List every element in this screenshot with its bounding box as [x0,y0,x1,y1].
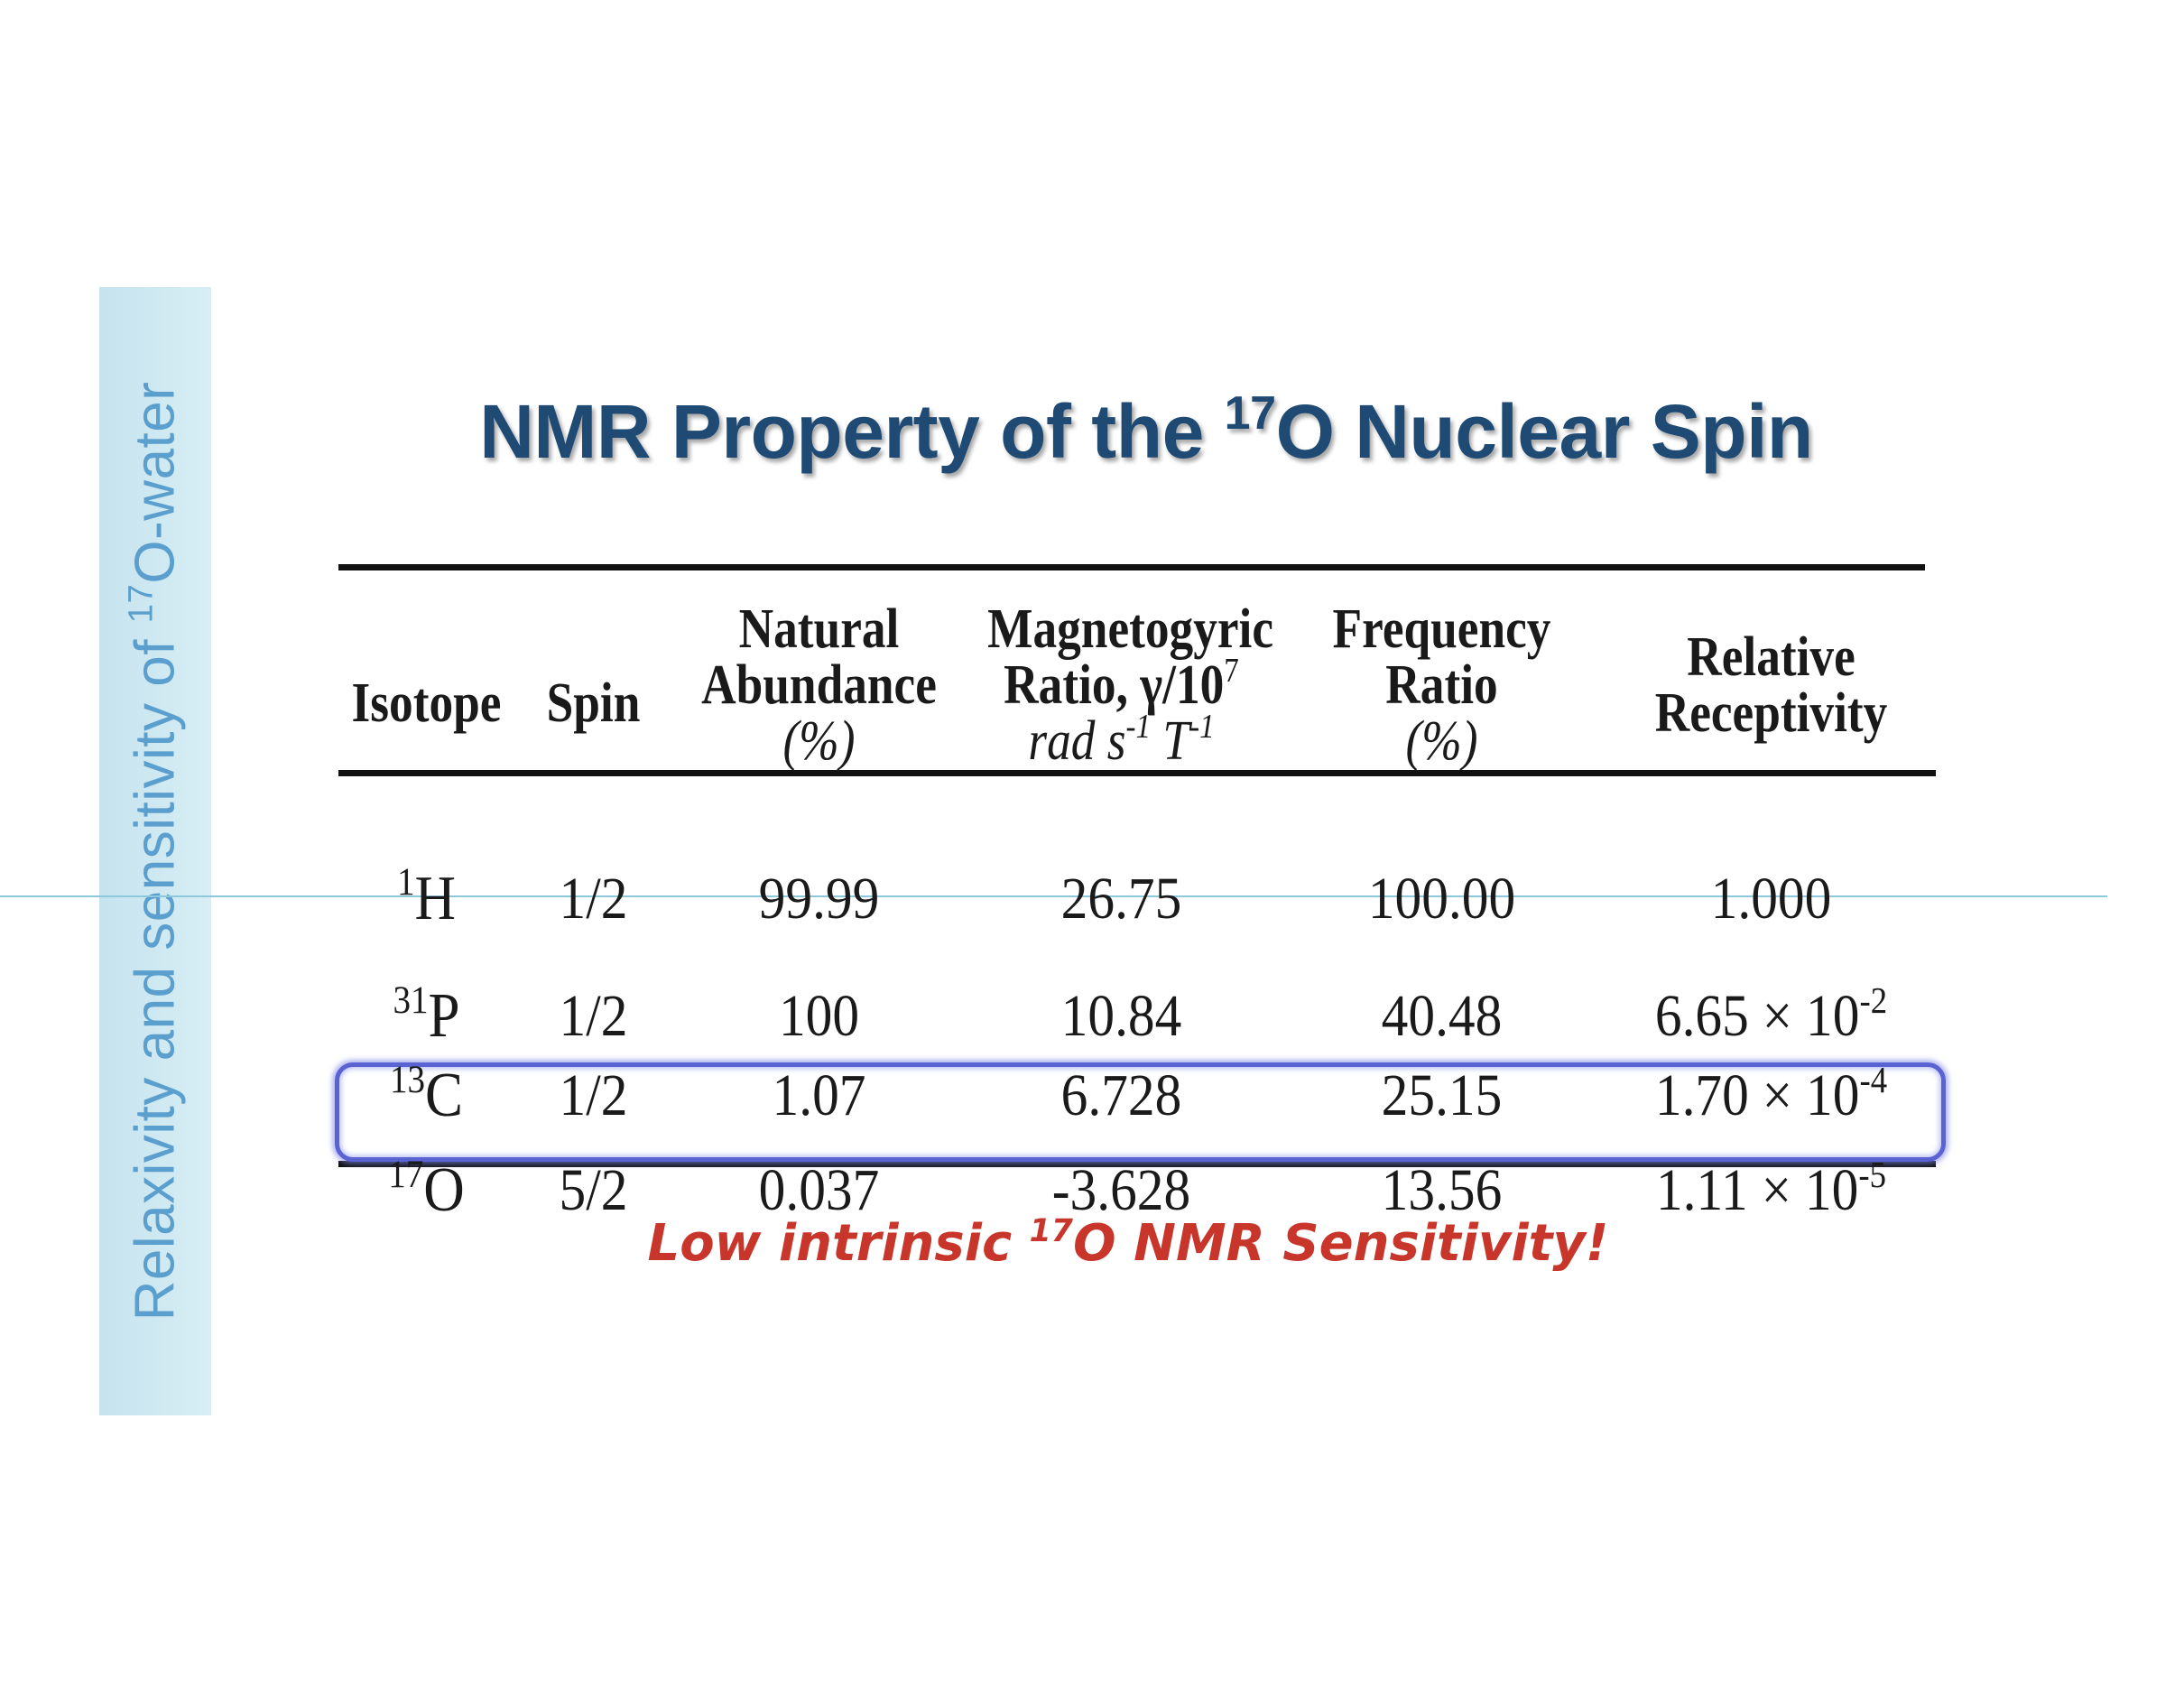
cell-spin: 1/2 [559,865,628,932]
cell-receptivity: 1.000 [1710,865,1832,932]
cell-gyro: 26.75 [1060,865,1182,932]
cell-spin: 5/2 [559,1157,628,1223]
cell-gyro: 10.84 [1060,983,1182,1049]
cell-abundance: 100 [778,983,860,1049]
table-header-rule [338,770,1936,776]
cell-frequency: 100.00 [1367,865,1516,932]
cell-spin: 1/2 [559,1062,628,1128]
cell-receptivity: 6.65 × 10-2 [1654,979,1888,1049]
table-row: 1H 1/2 99.99 26.75 100.00 1.000 [338,806,1936,964]
cell-gyro: 6.728 [1060,1062,1182,1128]
cell-frequency: 40.48 [1381,983,1503,1049]
o17-row-highlight [335,1062,1946,1162]
table-row-highlighted: 17O 5/2 0.037 -3.628 13.56 1.11 × 10-5 [338,1136,1936,1240]
header-relative-receptivity: Relative Receptivity [1654,626,1888,744]
sidebar-band [99,287,211,1415]
header-magnetogyric-ratio: Magnetogyric Ratio, γ/107 rad s-1 T-1 [987,598,1274,772]
cell-frequency: 25.15 [1381,1062,1503,1128]
cell-receptivity: 1.70 × 10-4 [1654,1059,1888,1128]
cell-gyro: -3.628 [1051,1157,1191,1223]
header-natural-abundance: Natural Abundance (%) [701,598,937,772]
cell-abundance: 99.99 [758,865,880,932]
cell-isotope: 13C [389,1057,464,1130]
cell-abundance: 1.07 [772,1062,866,1128]
table-row: 13C 1/2 1.07 6.728 25.15 1.70 × 10-4 [338,1056,1936,1136]
cell-isotope: 17O [388,1152,465,1225]
table-top-rule [338,564,1925,570]
cell-abundance: 0.037 [758,1157,880,1223]
header-isotope: Isotope [351,672,502,734]
cell-isotope: 31P [393,978,460,1051]
slide-title: NMR Property of the 17O Nuclear Spin [479,387,1813,474]
sensitivity-note: Low intrinsic 17O NMR Sensitivity! [647,1212,1609,1273]
divider-line [0,895,2107,897]
header-frequency-ratio: Frequency Ratio (%) [1332,598,1551,772]
sidebar-caption: Relaxivity and sensitivity of 17O-water [121,381,187,1322]
table-bottom-rule [338,1161,1936,1167]
header-spin: Spin [546,672,641,734]
cell-frequency: 13.56 [1381,1157,1503,1223]
cell-spin: 1/2 [559,983,628,1049]
cell-receptivity: 1.11 × 10-5 [1655,1154,1887,1223]
cell-isotope: 1H [396,860,457,933]
table-row: 31P 1/2 100 10.84 40.48 6.65 × 10-2 [338,964,1936,1056]
